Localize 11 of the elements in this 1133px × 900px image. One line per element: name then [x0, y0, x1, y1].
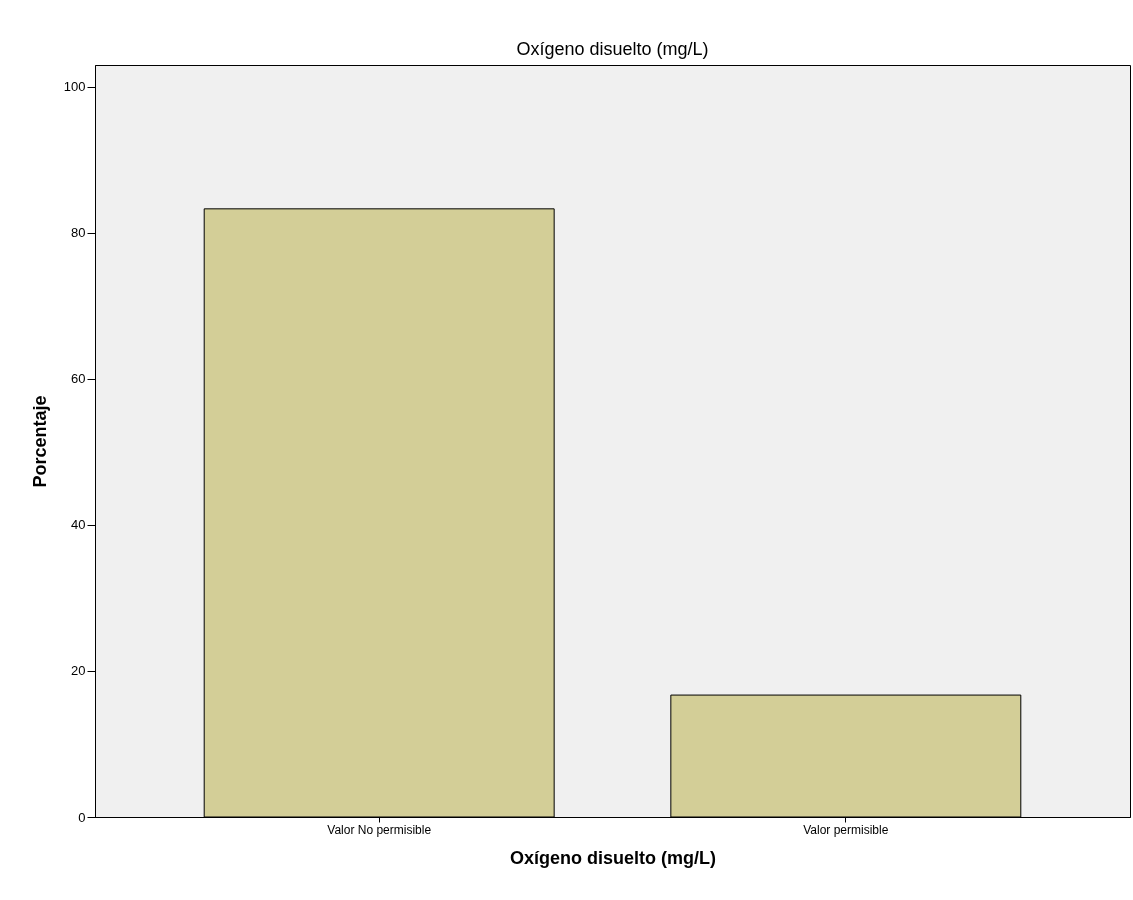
- y-tick-label: 100: [63, 79, 86, 95]
- y-tick-label: 40: [71, 517, 86, 533]
- x-tick-label: Valor No permisible: [327, 822, 432, 837]
- x-tick-label: Valor permisible: [803, 822, 889, 837]
- y-tick-label: 20: [71, 663, 86, 679]
- y-tick-label: 0: [78, 809, 86, 825]
- chart-title: Oxígeno disuelto (mg/L): [516, 39, 709, 59]
- x-axis-title: Oxígeno disuelto (mg/L): [510, 847, 716, 868]
- y-axis-title: Porcentaje: [29, 395, 50, 488]
- y-tick-label: 60: [71, 371, 86, 387]
- y-tick-label: 80: [71, 225, 86, 241]
